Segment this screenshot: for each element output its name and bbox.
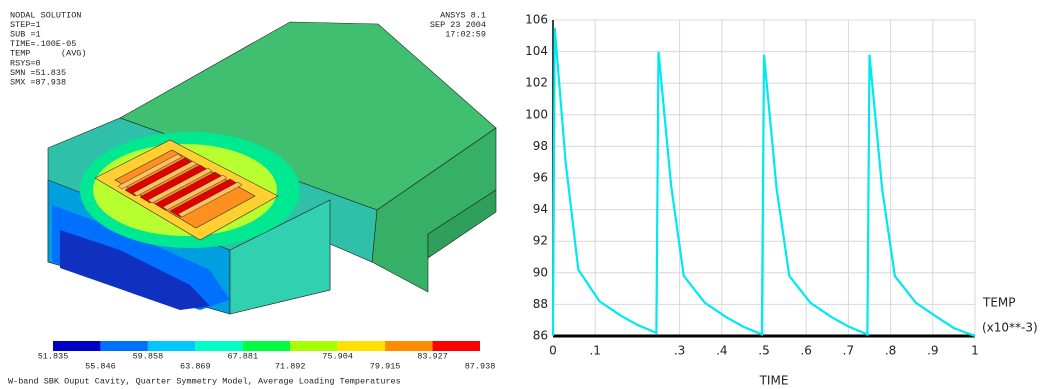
y-tick-label: 96 <box>533 171 548 185</box>
x-tick-label: 1 <box>971 344 979 358</box>
y-tick-label: 98 <box>533 139 548 153</box>
legend-label: 79.915 <box>370 361 401 371</box>
legend-swatch <box>148 341 195 351</box>
legend-swatch <box>100 341 147 351</box>
y-tick-label: 90 <box>533 265 548 279</box>
legend-label: 83.927 <box>417 351 448 361</box>
screenshot: NODAL SOLUTIONSTEP=1SUB =1TIME=.100E-05T… <box>0 0 1047 389</box>
y-tick-label: 100 <box>525 107 548 121</box>
legend-label: 55.846 <box>85 361 116 371</box>
fe-model <box>48 22 496 314</box>
legend-swatch <box>338 341 385 351</box>
legend-swatch <box>243 341 290 351</box>
x-tick-label: .3 <box>674 344 685 358</box>
legend-swatch <box>385 341 432 351</box>
x-tick-label: .1 <box>589 344 600 358</box>
legend-label: 67.881 <box>227 351 258 361</box>
x-unit: (x10**-3) <box>982 321 1038 335</box>
x-tick-label: .6 <box>800 344 811 358</box>
y-tick-label: 106 <box>525 13 548 27</box>
solution-info: STEP=1 <box>10 20 41 30</box>
x-axis-label: TIME <box>759 374 789 388</box>
legend-label: 51.835 <box>38 351 69 361</box>
x-tick-label: 0 <box>549 344 557 358</box>
solution-info: TEMP (AVG) <box>10 49 87 59</box>
x-tick-label: .7 <box>843 344 854 358</box>
legend-label: 87.938 <box>465 361 496 371</box>
solution-info: SUB =1 <box>10 29 41 39</box>
y-tick-label: 102 <box>525 76 548 90</box>
legend-label: 63.869 <box>180 361 211 371</box>
y-tick-label: 86 <box>533 329 548 343</box>
solution-info: RSYS=0 <box>10 58 41 68</box>
legend-label: 71.892 <box>275 361 306 371</box>
legend-swatch <box>290 341 337 351</box>
legend-label: 59.858 <box>133 351 164 361</box>
solution-info: TIME=.100E-05 <box>10 39 76 49</box>
y-tick-label: 92 <box>533 234 548 248</box>
solution-info: SMN =51.835 <box>10 68 66 78</box>
caption: W-band SBK Ouput Cavity, Quarter Symmetr… <box>8 376 401 386</box>
ansys-stamp: ANSYS 8.1 <box>440 10 486 20</box>
x-tick-label: .5 <box>758 344 769 358</box>
solution-info: SMX =87.938 <box>10 77 66 87</box>
legend-swatch <box>433 341 480 351</box>
solution-info: NODAL SOLUTION <box>10 10 81 20</box>
legend-swatch <box>53 341 100 351</box>
ansys-stamp: SEP 23 2004 <box>430 20 486 30</box>
legend-label: 75.904 <box>322 351 353 361</box>
legend-entry: TEMP <box>982 296 1016 310</box>
x-tick-label: .4 <box>716 344 727 358</box>
x-tick-label: .9 <box>927 344 938 358</box>
y-tick-label: 94 <box>533 202 548 216</box>
ansys-stamp: 17:02:59 <box>445 29 486 39</box>
y-tick-label: 104 <box>525 44 548 58</box>
y-tick-label: 88 <box>533 297 548 311</box>
legend-swatch <box>195 341 242 351</box>
x-tick-label: .8 <box>885 344 896 358</box>
